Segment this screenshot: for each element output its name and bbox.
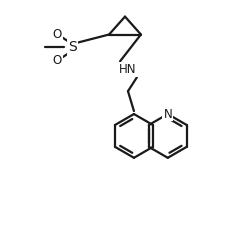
Text: O: O	[53, 54, 62, 67]
Text: HN: HN	[119, 63, 137, 76]
Text: S: S	[68, 41, 77, 54]
Text: O: O	[53, 28, 62, 41]
Text: N: N	[164, 108, 172, 121]
